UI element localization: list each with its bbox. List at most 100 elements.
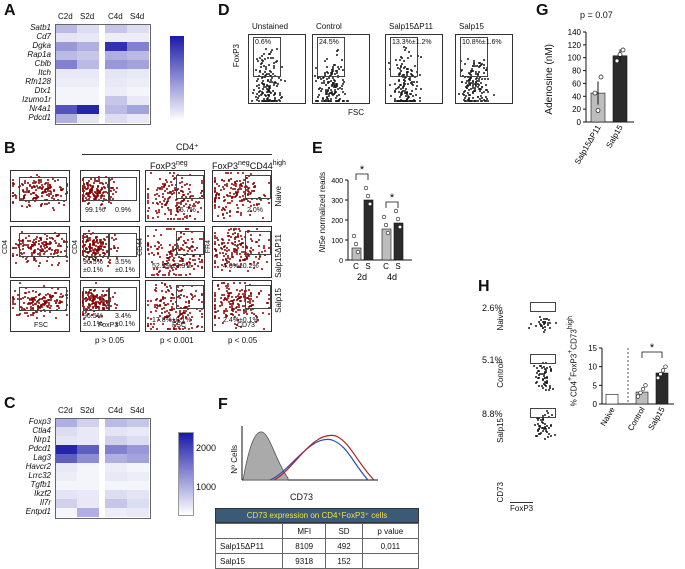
flow-event — [230, 252, 233, 255]
flow-event — [271, 89, 274, 92]
flow-event — [94, 178, 97, 181]
flow-event — [257, 252, 260, 255]
flow-event — [179, 236, 182, 239]
flow-event — [188, 196, 191, 199]
table-cell: p value — [361, 523, 420, 539]
flow-event — [233, 229, 236, 232]
flow-event — [94, 282, 97, 284]
flow-event — [328, 94, 331, 97]
flow-event — [196, 308, 199, 311]
flow-event — [167, 228, 170, 230]
flow-event — [182, 254, 185, 257]
flow-event — [98, 298, 101, 301]
flow-event — [214, 291, 216, 294]
flow-event — [23, 243, 26, 246]
gate — [109, 233, 137, 257]
flow-event — [273, 96, 276, 99]
flow-event — [157, 216, 160, 219]
histogram-f — [241, 426, 378, 481]
flow-event — [13, 289, 16, 292]
flow-event — [37, 293, 40, 296]
flow-event — [247, 254, 250, 257]
flow-event — [51, 197, 54, 200]
flow-event — [239, 229, 242, 232]
e-ytick-label: 0 — [339, 258, 343, 265]
heat-c-cell — [127, 508, 149, 517]
flow-event — [222, 187, 225, 190]
gate-percent: 3.4% — [115, 313, 131, 320]
flow-event — [194, 218, 197, 220]
flow-event — [223, 198, 226, 201]
flow-event — [33, 196, 36, 199]
flow-event — [334, 86, 337, 89]
flow-event — [214, 234, 216, 237]
heat-a-cell — [127, 105, 149, 114]
flow-event — [88, 296, 91, 299]
flow-event — [228, 261, 231, 264]
flow-event — [23, 197, 26, 200]
flow-event — [13, 194, 16, 197]
flow-event — [336, 84, 339, 87]
flow-event — [98, 238, 101, 241]
flow-event — [89, 243, 92, 246]
flow-event — [545, 388, 548, 391]
heat-a-cell — [127, 51, 149, 60]
flow-event — [189, 261, 192, 264]
flow-event — [402, 86, 405, 89]
heat-a-cell — [77, 60, 99, 69]
g-ytick-label: 40 — [572, 92, 581, 101]
flow-event — [88, 195, 91, 198]
flow-event — [413, 80, 416, 83]
flow-event — [112, 189, 115, 192]
flow-event — [408, 51, 411, 54]
flow-event — [15, 253, 18, 256]
flow-event — [93, 248, 96, 251]
flow-event — [55, 251, 58, 254]
flow-event — [479, 61, 482, 64]
flow-event — [549, 386, 552, 389]
flow-event — [168, 252, 171, 255]
flow-event — [201, 189, 203, 192]
flow-event — [269, 81, 272, 84]
flow-event — [188, 311, 191, 314]
flow-event — [535, 382, 538, 385]
flow-event — [228, 269, 231, 272]
flow-event — [234, 185, 237, 187]
flow-event — [237, 303, 240, 306]
flow-event — [181, 328, 184, 330]
flow-event — [474, 77, 477, 80]
g-point — [595, 108, 601, 113]
flow-event — [189, 246, 192, 249]
flow-event — [255, 69, 258, 72]
flow-event — [156, 192, 159, 195]
flow-event — [14, 246, 17, 249]
heat-a-gene-label: Dtx1 — [34, 86, 51, 95]
heat-c-gene-label: Ikzf2 — [34, 489, 51, 498]
flow-event — [105, 235, 108, 238]
flow-event — [98, 198, 101, 201]
gate-percent: 5.1% — [482, 355, 503, 365]
heat-c-cell — [55, 490, 77, 499]
b-col-header-cd44high: FoxP3negCD44high — [212, 160, 286, 171]
flow-event — [337, 94, 340, 97]
flow-event — [180, 185, 183, 188]
flow-event — [231, 182, 234, 185]
e-sig-bracket — [385, 201, 399, 208]
flow-event — [238, 260, 241, 263]
flow-event — [66, 183, 68, 186]
heat-a-gene-label: Itch — [38, 68, 51, 77]
flow-event — [255, 203, 258, 206]
flow-event — [170, 307, 173, 310]
flow-event — [410, 90, 413, 93]
flow-event — [82, 314, 84, 317]
flow-event — [403, 48, 406, 51]
flow-event — [214, 303, 216, 306]
flow-event — [160, 308, 163, 311]
flow-event — [185, 263, 188, 266]
flow-event — [156, 240, 159, 243]
flow-event — [487, 100, 490, 102]
flow-event — [84, 192, 87, 195]
flow-event — [165, 187, 168, 190]
flow-event — [218, 287, 221, 290]
heat-a-cell — [127, 87, 149, 96]
